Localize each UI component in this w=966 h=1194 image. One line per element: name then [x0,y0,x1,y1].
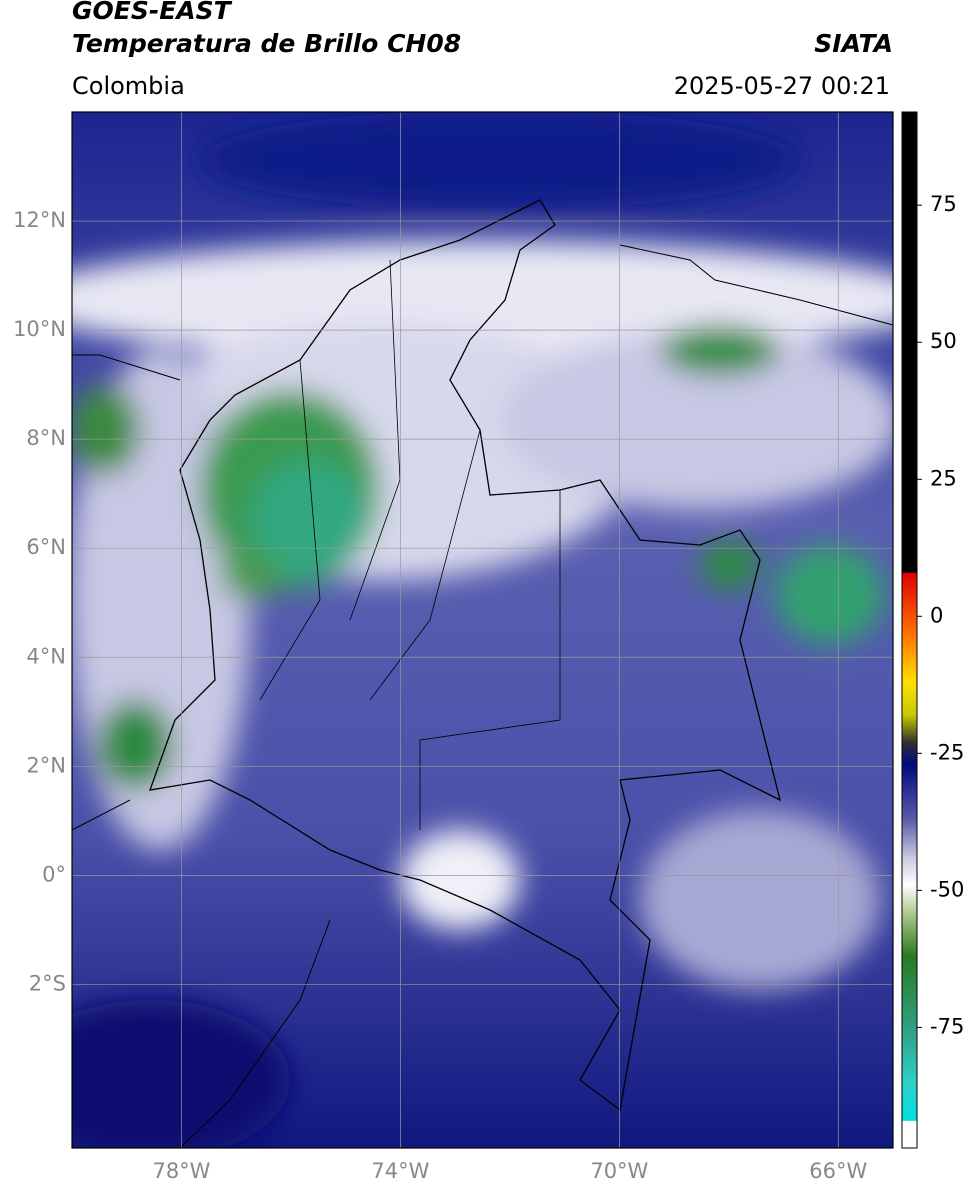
country-border [149,199,781,1112]
convective-cell [700,540,760,590]
lon-label: 74°W [371,1159,429,1183]
cloud [72,1000,290,1148]
convective-cell [97,700,173,790]
cloud [400,830,520,930]
colorbar-label: 0 [930,603,943,627]
lon-label: 66°W [809,1159,867,1183]
lat-label: 8°N [26,426,66,450]
convective-cell [72,385,140,475]
lat-label: 6°N [26,535,66,559]
convective-cell [250,460,370,580]
colorbar-label: 75 [930,192,957,216]
cloud [200,112,800,210]
cloud [640,810,880,990]
colorbar-fill [901,111,918,1149]
cloud [500,330,893,510]
lat-label: 2°S [29,971,66,995]
map-axes: 12°N 10°N 8°N 6°N 4°N 2°N 0° 2°S 78°W 74°W 70°W 66°… [13,208,867,1183]
lat-label: 0° [42,862,66,886]
colorbar-label: -50 [930,877,964,901]
colorbar-label: 50 [930,329,957,353]
colorbar: 75 50 25 0 -25 -50 -75 [901,111,964,1149]
timestamp: 2025-05-27 00:21 [674,72,890,100]
lat-label: 2°N [26,753,66,777]
coastlines [72,244,893,1148]
title: GOES-EAST [72,0,233,25]
colorbar-label: 25 [930,466,957,490]
department-borders [259,259,561,830]
lon-label: 78°W [152,1159,210,1183]
map-frame [71,111,894,1149]
lat-label: 4°N [26,644,66,668]
colorbar-label: -75 [930,1014,964,1038]
convective-cell [775,545,885,645]
graticule [72,112,893,1148]
region: Colombia [72,72,185,100]
lat-label: 10°N [13,317,66,341]
lon-label: 70°W [590,1159,648,1183]
satellite-image [72,112,893,1148]
lat-label: 12°N [13,208,66,232]
convective-cell [660,325,780,375]
convective-cell [220,550,280,600]
colorbar-label: -25 [930,740,964,764]
source: SIATA [814,29,893,58]
subtitle: Temperatura de Brillo CH08 [72,29,461,58]
